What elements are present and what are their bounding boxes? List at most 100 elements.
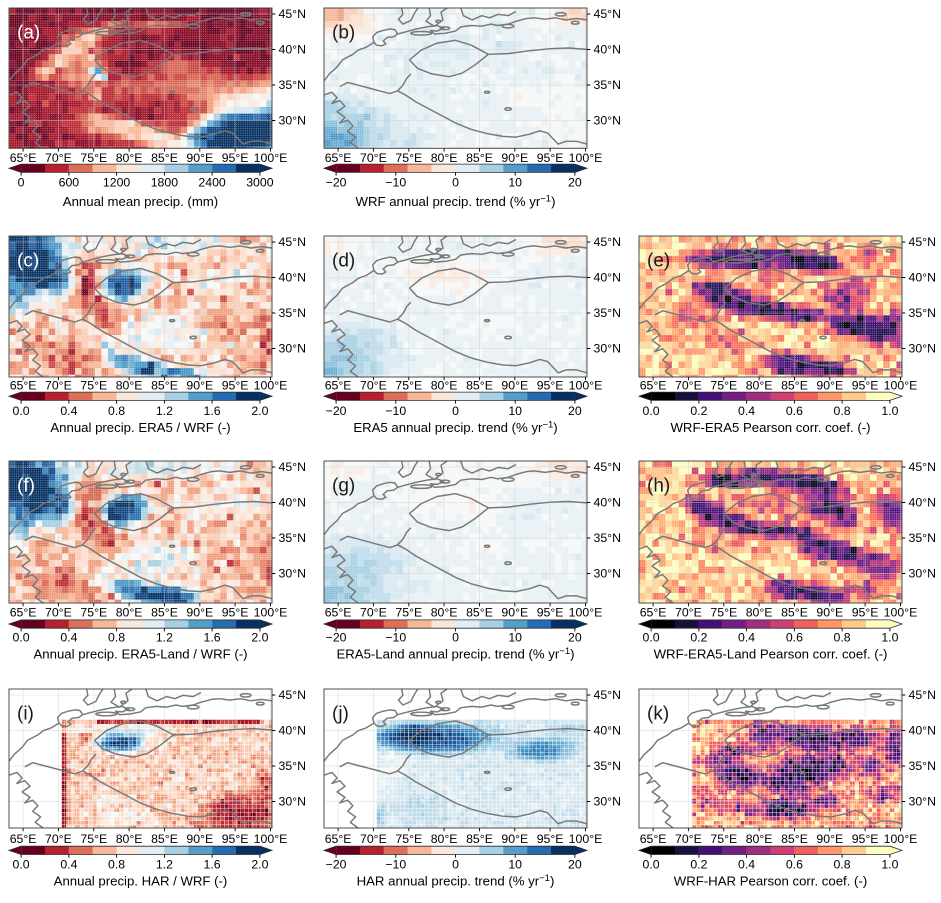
svg-text:0.8: 0.8	[108, 857, 125, 871]
svg-text:85°E: 85°E	[151, 832, 178, 846]
svg-text:85°E: 85°E	[466, 832, 493, 846]
svg-text:75°E: 75°E	[395, 151, 422, 165]
svg-text:95°E: 95°E	[852, 378, 879, 392]
svg-text:100°E: 100°E	[254, 832, 288, 846]
svg-text:65°E: 65°E	[10, 606, 37, 620]
svg-text:1.6: 1.6	[204, 857, 221, 871]
svg-text:95°E: 95°E	[537, 151, 564, 165]
svg-text:40°N: 40°N	[279, 496, 306, 510]
svg-text:30°N: 30°N	[909, 567, 936, 581]
svg-text:0.6: 0.6	[786, 404, 803, 418]
svg-text:0.8: 0.8	[834, 857, 851, 871]
svg-text:65°E: 65°E	[10, 151, 37, 165]
svg-text:10: 10	[508, 857, 522, 871]
svg-text:1800: 1800	[151, 176, 179, 190]
svg-text:20: 20	[568, 857, 582, 871]
svg-text:85°E: 85°E	[466, 606, 493, 620]
svg-text:40°N: 40°N	[279, 271, 306, 285]
svg-text:45°N: 45°N	[594, 7, 621, 21]
svg-text:0: 0	[452, 857, 459, 871]
svg-text:30°N: 30°N	[909, 795, 936, 809]
svg-text:−20: −20	[326, 176, 347, 190]
svg-text:85°E: 85°E	[781, 606, 808, 620]
svg-text:80°E: 80°E	[116, 832, 143, 846]
svg-text:100°E: 100°E	[569, 832, 603, 846]
svg-text:95°E: 95°E	[852, 832, 879, 846]
svg-text:40°N: 40°N	[909, 724, 936, 738]
svg-text:1.0: 1.0	[881, 631, 898, 645]
svg-text:0.4: 0.4	[738, 857, 755, 871]
svg-text:95°E: 95°E	[537, 378, 564, 392]
svg-text:30°N: 30°N	[279, 342, 306, 356]
svg-text:35°N: 35°N	[909, 531, 936, 545]
svg-text:95°E: 95°E	[222, 606, 249, 620]
svg-text:70°E: 70°E	[45, 378, 72, 392]
svg-text:0.0: 0.0	[643, 404, 660, 418]
svg-text:30°N: 30°N	[279, 567, 306, 581]
svg-text:65°E: 65°E	[325, 151, 352, 165]
svg-text:80°E: 80°E	[116, 606, 143, 620]
svg-text:100°E: 100°E	[254, 151, 288, 165]
svg-text:70°E: 70°E	[360, 606, 387, 620]
svg-text:65°E: 65°E	[10, 832, 37, 846]
svg-text:100°E: 100°E	[254, 606, 288, 620]
svg-text:70°E: 70°E	[675, 378, 702, 392]
svg-text:90°E: 90°E	[186, 378, 213, 392]
svg-text:0.0: 0.0	[643, 631, 660, 645]
svg-text:95°E: 95°E	[222, 151, 249, 165]
svg-text:65°E: 65°E	[640, 832, 667, 846]
svg-text:35°N: 35°N	[279, 531, 306, 545]
svg-text:−10: −10	[385, 857, 406, 871]
svg-text:0.0: 0.0	[13, 404, 30, 418]
svg-text:2.0: 2.0	[251, 404, 268, 418]
svg-text:90°E: 90°E	[501, 378, 528, 392]
svg-text:(g): (g)	[332, 476, 355, 497]
svg-text:1.2: 1.2	[156, 404, 173, 418]
svg-text:45°N: 45°N	[594, 235, 621, 249]
svg-text:100°E: 100°E	[254, 378, 288, 392]
svg-text:45°N: 45°N	[594, 688, 621, 702]
svg-text:−10: −10	[385, 404, 406, 418]
svg-text:90°E: 90°E	[816, 378, 843, 392]
svg-text:2.0: 2.0	[251, 631, 268, 645]
svg-text:(f): (f)	[17, 476, 35, 497]
svg-text:90°E: 90°E	[816, 606, 843, 620]
svg-text:0.4: 0.4	[60, 857, 77, 871]
svg-text:1.0: 1.0	[881, 857, 898, 871]
svg-text:90°E: 90°E	[501, 832, 528, 846]
svg-text:80°E: 80°E	[746, 378, 773, 392]
svg-text:2400: 2400	[198, 176, 226, 190]
svg-text:100°E: 100°E	[884, 378, 918, 392]
svg-text:−20: −20	[326, 631, 347, 645]
svg-text:0.0: 0.0	[13, 857, 30, 871]
svg-text:85°E: 85°E	[151, 151, 178, 165]
svg-text:35°N: 35°N	[594, 759, 621, 773]
svg-text:85°E: 85°E	[466, 378, 493, 392]
svg-text:0.8: 0.8	[108, 404, 125, 418]
svg-text:95°E: 95°E	[222, 832, 249, 846]
svg-text:0: 0	[452, 404, 459, 418]
svg-text:600: 600	[59, 176, 80, 190]
svg-text:95°E: 95°E	[222, 378, 249, 392]
svg-text:0.2: 0.2	[690, 857, 707, 871]
svg-text:70°E: 70°E	[675, 832, 702, 846]
svg-text:35°N: 35°N	[909, 759, 936, 773]
svg-text:1.2: 1.2	[156, 631, 173, 645]
svg-text:80°E: 80°E	[116, 378, 143, 392]
svg-text:95°E: 95°E	[852, 606, 879, 620]
svg-text:90°E: 90°E	[501, 606, 528, 620]
svg-text:100°E: 100°E	[569, 606, 603, 620]
svg-text:75°E: 75°E	[395, 378, 422, 392]
svg-text:70°E: 70°E	[45, 606, 72, 620]
svg-text:0.4: 0.4	[60, 404, 77, 418]
svg-text:40°N: 40°N	[594, 43, 621, 57]
svg-text:0.4: 0.4	[738, 631, 755, 645]
svg-text:35°N: 35°N	[594, 531, 621, 545]
svg-text:70°E: 70°E	[45, 151, 72, 165]
svg-text:95°E: 95°E	[537, 606, 564, 620]
svg-text:−10: −10	[385, 631, 406, 645]
svg-text:2.0: 2.0	[251, 857, 268, 871]
svg-text:0.0: 0.0	[13, 631, 30, 645]
svg-text:65°E: 65°E	[325, 378, 352, 392]
svg-text:(e): (e)	[647, 251, 670, 272]
